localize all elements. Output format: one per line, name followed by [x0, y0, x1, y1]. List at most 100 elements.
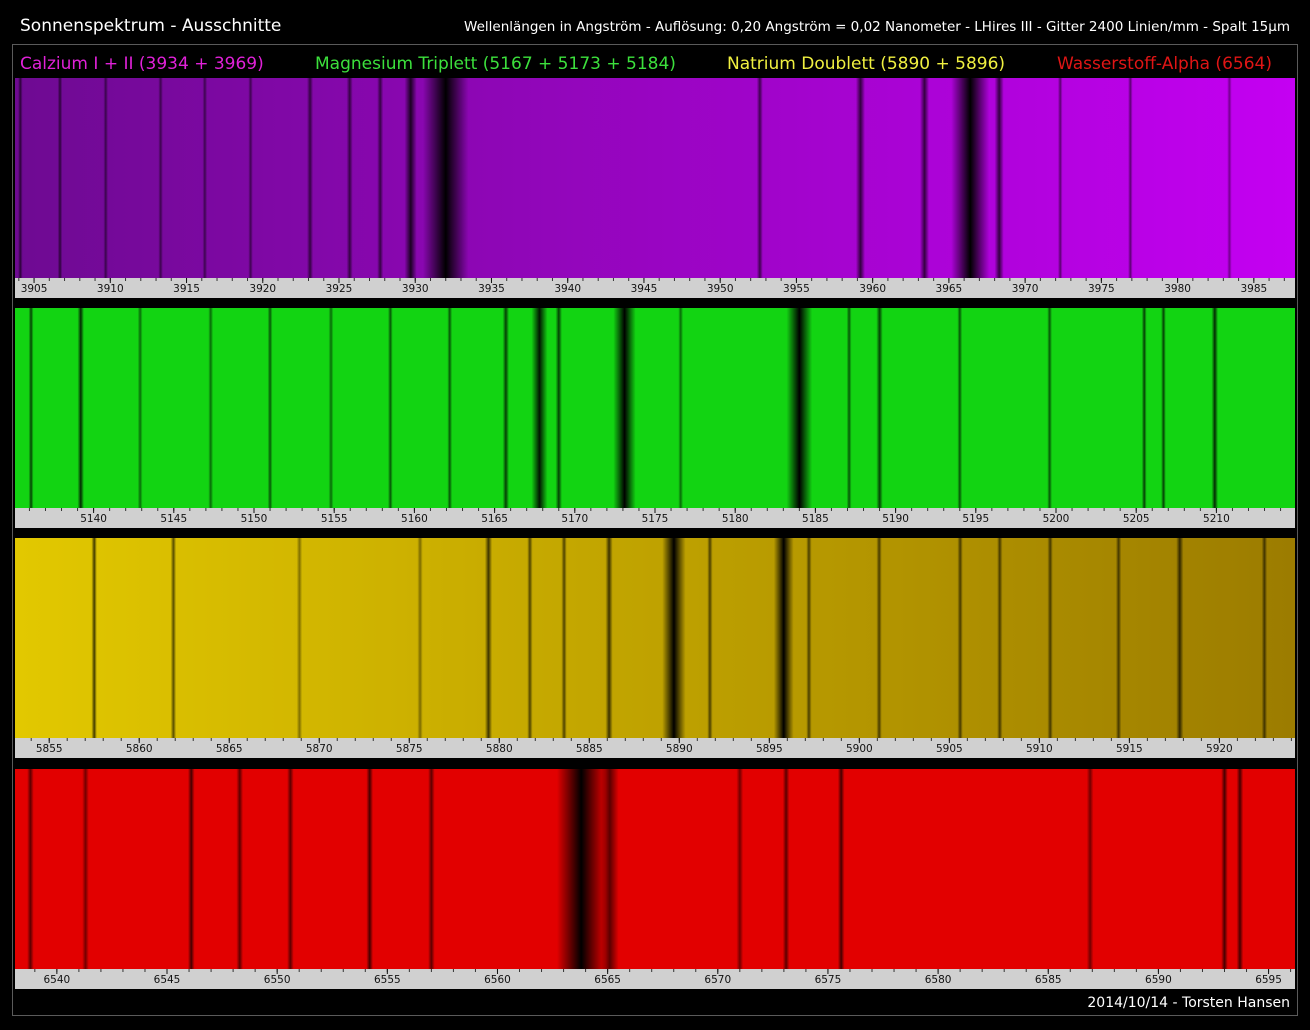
- absorption-line: [876, 538, 882, 738]
- x-tick-label: 6540: [43, 974, 70, 986]
- x-tick-label: 6555: [374, 974, 401, 986]
- x-tick-label: 5900: [846, 743, 873, 755]
- legend-label: Magnesium Triplett (5167 + 5173 + 5184): [315, 54, 676, 74]
- absorption-line: [736, 769, 744, 969]
- absorption-line: [1261, 538, 1268, 738]
- absorption-line: [77, 308, 84, 508]
- x-tick-label: 5145: [160, 513, 187, 525]
- absorption-line: [957, 538, 963, 738]
- absorption-line: [306, 78, 314, 278]
- absorption-line: [1161, 308, 1166, 508]
- absorption-line: [417, 538, 423, 738]
- x-tick-label: 6590: [1145, 974, 1172, 986]
- x-tick-label: 3985: [1240, 283, 1267, 295]
- x-tick-label: 5195: [962, 513, 989, 525]
- absorption-line: [1236, 769, 1244, 969]
- absorption-line: [662, 538, 686, 738]
- x-tick-label: 5870: [306, 743, 333, 755]
- x-tick-label: 6580: [925, 974, 952, 986]
- absorption-line: [837, 769, 845, 969]
- absorption-line: [1047, 308, 1052, 508]
- spectrum-band: [15, 308, 1295, 508]
- x-tick-label: 5920: [1206, 743, 1233, 755]
- absorption-line: [846, 308, 852, 508]
- x-tick-label: 3915: [173, 283, 200, 295]
- x-tick-label: 5160: [401, 513, 428, 525]
- x-tick-label: 5910: [1026, 743, 1053, 755]
- absorption-line: [806, 538, 812, 738]
- absorption-line: [605, 538, 613, 738]
- x-tick-label: 3945: [631, 283, 658, 295]
- x-tick-label: 3960: [859, 283, 886, 295]
- x-tick-label: 5855: [36, 743, 63, 755]
- absorption-line: [756, 78, 763, 278]
- x-tick-label: 5140: [80, 513, 107, 525]
- absorption-line: [103, 78, 109, 278]
- spectrum-band: [15, 78, 1295, 278]
- absorption-line: [158, 78, 163, 278]
- x-tick-label: 5175: [642, 513, 669, 525]
- x-tick-label: 5150: [241, 513, 268, 525]
- absorption-line: [296, 538, 303, 738]
- absorption-line: [1176, 538, 1184, 738]
- x-tick-label: 3965: [936, 283, 963, 295]
- absorption-line: [782, 769, 790, 969]
- x-tick-label: 3980: [1164, 283, 1191, 295]
- x-tick-label: 3905: [21, 283, 48, 295]
- absorption-line: [267, 308, 273, 508]
- absorption-line: [27, 769, 34, 969]
- absorption-line: [202, 78, 208, 278]
- footer: 2014/10/14 - Torsten Hansen: [1087, 995, 1290, 1011]
- absorption-line: [997, 538, 1003, 738]
- spectrum-band: [15, 769, 1295, 969]
- absorption-line: [876, 308, 883, 508]
- absorption-line: [28, 308, 34, 508]
- x-tick-label: 3910: [97, 283, 124, 295]
- x-tick-label: 5180: [722, 513, 749, 525]
- x-tick-label: 3925: [326, 283, 353, 295]
- x-tick-label: 5885: [576, 743, 603, 755]
- frame: [12, 44, 1298, 1016]
- absorption-line: [502, 308, 510, 508]
- absorption-line: [328, 308, 334, 508]
- scale-bar: [15, 278, 1295, 298]
- legend-label: Natrium Doublett (5890 + 5896): [727, 54, 1005, 74]
- absorption-line: [555, 308, 562, 508]
- x-tick-label: 5185: [802, 513, 829, 525]
- absorption-line: [678, 308, 684, 508]
- absorption-line: [346, 78, 353, 278]
- absorption-line: [527, 538, 533, 738]
- x-tick-label: 5865: [216, 743, 243, 755]
- x-tick-label: 5165: [481, 513, 508, 525]
- absorption-line: [1141, 308, 1147, 508]
- absorption-line: [18, 78, 23, 278]
- x-tick-label: 6570: [704, 974, 731, 986]
- absorption-line: [377, 78, 384, 278]
- x-tick-label: 5190: [882, 513, 909, 525]
- x-tick-label: 6565: [594, 974, 621, 986]
- x-tick-label: 5875: [396, 743, 423, 755]
- absorption-line: [236, 769, 244, 969]
- absorption-line: [1086, 769, 1094, 969]
- subtitle: Wellenlängen in Angström - Auflösung: 0,…: [464, 19, 1290, 35]
- x-tick-label: 3940: [554, 283, 581, 295]
- absorption-line: [422, 78, 469, 278]
- absorption-line: [556, 769, 606, 969]
- absorption-line: [1221, 769, 1228, 969]
- absorption-line: [187, 769, 195, 969]
- x-tick-label: 3975: [1088, 283, 1115, 295]
- scale-bar: [15, 508, 1295, 528]
- x-tick-label: 5200: [1043, 513, 1070, 525]
- absorption-line: [1128, 78, 1133, 278]
- absorption-line: [387, 308, 393, 508]
- chart-title: Sonnenspektrum - Ausschnitte: [20, 16, 281, 36]
- x-tick-label: 5860: [126, 743, 153, 755]
- absorption-line: [447, 308, 453, 508]
- x-tick-label: 5890: [666, 743, 693, 755]
- spectrum-band: [15, 538, 1295, 738]
- absorption-line: [1057, 78, 1063, 278]
- scale-bar: [15, 738, 1295, 758]
- absorption-line: [91, 538, 97, 738]
